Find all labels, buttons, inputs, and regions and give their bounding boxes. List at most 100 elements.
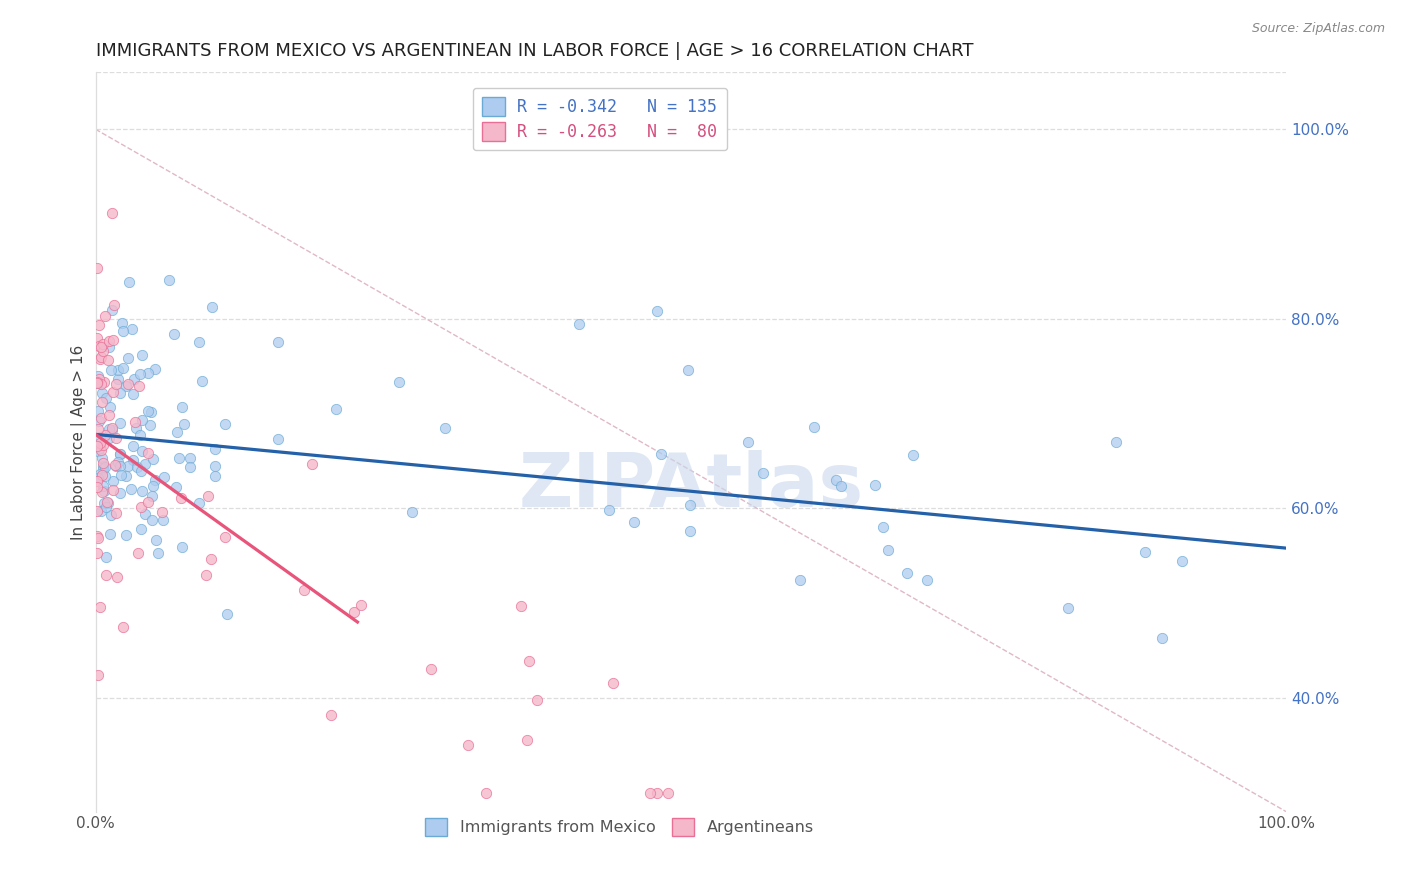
Point	[101, 334, 124, 348]
Point	[136, 404, 159, 418]
Point	[145, 533, 167, 548]
Point	[114, 468, 136, 483]
Point	[90, 350, 112, 364]
Point	[204, 469, 226, 483]
Point	[131, 484, 153, 499]
Point	[87, 404, 110, 418]
Point	[122, 372, 145, 386]
Point	[122, 387, 145, 401]
Point	[292, 583, 315, 598]
Point	[90, 504, 112, 518]
Point	[526, 692, 548, 706]
Point	[343, 605, 366, 619]
Point	[752, 466, 775, 480]
Point	[141, 513, 163, 527]
Point	[89, 339, 111, 353]
Point	[87, 444, 110, 458]
Point	[86, 504, 108, 518]
Point	[114, 528, 136, 542]
Point	[204, 442, 226, 456]
Point	[134, 507, 156, 521]
Point	[97, 334, 120, 349]
Point	[87, 668, 110, 682]
Point	[650, 447, 672, 461]
Point	[167, 450, 190, 465]
Point	[131, 348, 153, 362]
Point	[93, 469, 115, 483]
Point	[87, 422, 110, 436]
Point	[112, 620, 135, 634]
Point	[89, 600, 111, 615]
Point	[98, 400, 121, 414]
Point	[122, 452, 145, 467]
Point	[143, 362, 166, 376]
Point	[91, 337, 114, 351]
Point	[170, 401, 193, 415]
Point	[139, 418, 162, 433]
Point	[131, 413, 153, 427]
Text: ZIPAtlas: ZIPAtlas	[519, 450, 863, 523]
Point	[93, 496, 115, 510]
Point	[157, 273, 180, 287]
Point	[267, 432, 290, 446]
Point	[191, 374, 214, 388]
Point	[87, 368, 110, 383]
Point	[1133, 544, 1156, 558]
Point	[163, 327, 186, 342]
Point	[104, 458, 127, 472]
Point	[90, 340, 112, 354]
Point	[143, 473, 166, 487]
Point	[91, 458, 114, 473]
Point	[173, 417, 195, 431]
Point	[188, 496, 211, 510]
Point	[679, 524, 702, 539]
Point	[901, 448, 924, 462]
Point	[657, 786, 679, 800]
Point	[136, 367, 159, 381]
Point	[87, 376, 110, 391]
Point	[679, 498, 702, 512]
Point	[93, 375, 115, 389]
Point	[110, 447, 132, 461]
Point	[131, 444, 153, 458]
Point	[197, 489, 219, 503]
Point	[568, 317, 591, 331]
Point	[165, 480, 187, 494]
Point	[129, 464, 152, 478]
Point	[94, 428, 117, 442]
Point	[86, 439, 108, 453]
Point	[388, 376, 411, 390]
Point	[122, 439, 145, 453]
Point	[141, 405, 163, 419]
Point	[89, 467, 111, 481]
Point	[121, 482, 143, 496]
Point	[104, 506, 127, 520]
Point	[107, 363, 129, 377]
Point	[89, 414, 111, 428]
Point	[86, 480, 108, 494]
Point	[510, 599, 533, 613]
Point	[98, 527, 121, 541]
Point	[93, 483, 115, 498]
Point	[89, 430, 111, 444]
Point	[108, 416, 131, 430]
Point	[803, 419, 825, 434]
Point	[475, 786, 498, 800]
Point	[91, 385, 114, 400]
Point	[200, 551, 222, 566]
Point	[108, 447, 131, 461]
Point	[111, 324, 134, 338]
Point	[401, 505, 423, 519]
Point	[98, 422, 121, 436]
Point	[110, 386, 132, 401]
Point	[107, 455, 129, 469]
Point	[134, 457, 156, 471]
Point	[87, 531, 110, 545]
Y-axis label: In Labor Force | Age > 16: In Labor Force | Age > 16	[72, 344, 87, 540]
Point	[101, 205, 124, 219]
Point	[117, 458, 139, 473]
Point	[105, 459, 128, 474]
Point	[124, 416, 146, 430]
Point	[111, 361, 134, 376]
Point	[86, 331, 108, 345]
